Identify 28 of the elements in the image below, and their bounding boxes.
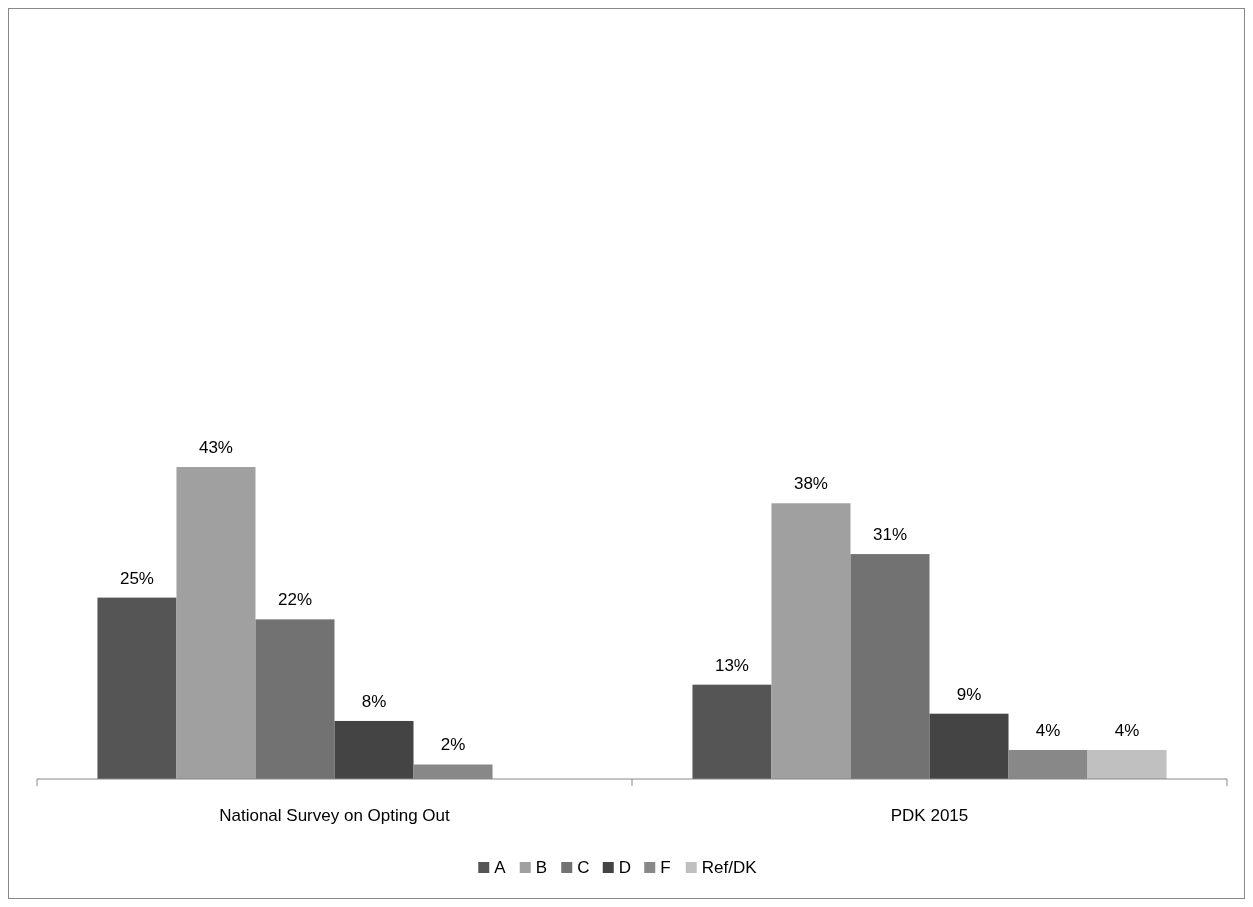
data-label: 22% (277, 590, 313, 610)
bar (97, 597, 177, 779)
data-label: 4% (1114, 720, 1140, 740)
data-label: 25% (119, 568, 154, 588)
bar (850, 554, 930, 779)
data-label: 31% (872, 525, 908, 545)
data-label: 38% (793, 474, 828, 494)
bar (692, 684, 772, 779)
bar (1087, 749, 1167, 779)
bar (929, 713, 1009, 779)
bar (176, 467, 256, 779)
bar (771, 503, 851, 779)
legend-label: F (660, 858, 671, 877)
data-label: 13% (714, 655, 749, 675)
bar (334, 720, 414, 779)
legend-label: D (618, 858, 632, 877)
legend-label: B (535, 858, 548, 877)
bar (255, 619, 335, 779)
data-label: 43% (198, 438, 233, 457)
legend-label: C (577, 858, 590, 877)
data-label: 4% (1035, 720, 1061, 740)
data-label: 8% (361, 691, 387, 711)
data-label: 2% (440, 735, 466, 755)
legend-label: Ref/DK (701, 858, 758, 877)
x-tick-label: PDK 2015 (890, 806, 969, 825)
x-tick-label: National Survey on Opting Out (219, 806, 451, 825)
data-label: 9% (956, 684, 982, 704)
legend-label: A (494, 858, 507, 877)
